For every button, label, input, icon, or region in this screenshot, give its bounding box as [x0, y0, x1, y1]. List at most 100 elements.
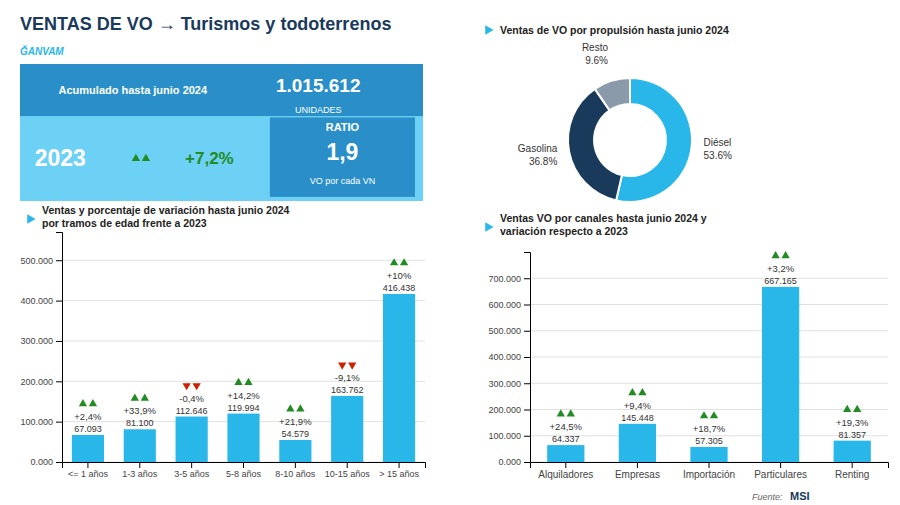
grid-line — [530, 409, 888, 410]
y-tick-label: 500.000 — [488, 326, 521, 336]
info-up-icon — [142, 154, 150, 161]
value-label: 81.100 — [126, 418, 154, 428]
y-tick-mark — [524, 383, 530, 384]
y-tick-label: 400.000 — [488, 352, 521, 362]
grid-line — [530, 383, 888, 384]
info-total: 1.015.612 — [276, 75, 361, 96]
slice — [595, 78, 630, 110]
change-icon — [348, 363, 356, 370]
value-label: 163.762 — [331, 385, 364, 395]
x-tick-mark — [852, 462, 853, 468]
slices — [568, 78, 692, 202]
x-tick-mark — [709, 462, 710, 468]
change-label: +21,9% — [279, 416, 312, 427]
y-tick-mark — [56, 381, 62, 382]
x-tick-label: Alquiladores — [538, 469, 593, 480]
value-label: 145.448 — [621, 413, 654, 423]
x-tick: <= 1 años — [68, 462, 109, 479]
slice-name: Diésel — [704, 137, 732, 148]
x-tick-label: Importación — [683, 469, 735, 480]
x-tick-label: 10-15 años — [325, 469, 371, 479]
source-name: MSI — [790, 490, 810, 502]
y-tick-mark — [524, 462, 530, 463]
bar — [124, 429, 156, 462]
slice-name: Resto — [582, 42, 609, 53]
change-label: +24,5% — [550, 421, 583, 432]
y-tick-label: 700.000 — [488, 274, 521, 284]
y-tick: 500.000 — [488, 326, 530, 336]
section-bullet — [27, 214, 35, 224]
change-label: +2,4% — [74, 411, 102, 422]
change-icon — [853, 405, 861, 412]
y-tick-mark — [524, 278, 530, 279]
bar — [619, 424, 656, 462]
x-tick-label: 3-5 años — [174, 469, 210, 479]
change-icon — [700, 411, 708, 418]
y-axis: 0.000100.000200.000300.000400.000500.000… — [488, 253, 530, 468]
x-tick-mark — [347, 462, 348, 468]
change-icon — [338, 363, 346, 370]
bar — [834, 441, 871, 462]
change-icon — [400, 258, 408, 265]
change-icon — [638, 388, 646, 395]
y-tick-label: 500.000 — [20, 256, 53, 266]
change-icon — [557, 409, 565, 416]
chart-title: Ventas y porcentaje de variación hasta j… — [42, 204, 290, 216]
x-tick-label: > 15 años — [379, 469, 419, 479]
data-labels: 64.337+24,5%145.448+9,4%57.305+18,7%667.… — [550, 251, 869, 446]
x-tick: Renting — [835, 462, 869, 480]
change-label: +9,4% — [624, 400, 652, 411]
y-tick: 400.000 — [20, 296, 62, 306]
y-tick-mark — [524, 410, 530, 411]
x-tick: 8-10 años — [275, 462, 316, 479]
ratio-value: 1,9 — [326, 139, 358, 165]
y-tick: 700.000 — [488, 274, 530, 284]
change-icon — [771, 251, 779, 258]
y-tick-mark — [56, 260, 62, 261]
x-tick: 1-3 años — [122, 462, 158, 479]
y-axis-line — [524, 253, 531, 463]
x-tick-mark — [295, 462, 296, 468]
slice-value: 53.6% — [704, 150, 732, 161]
brand: ĞANVAM — [20, 45, 64, 57]
change-label: -9,1% — [335, 372, 360, 383]
bars — [72, 294, 415, 462]
value-label: 81.357 — [838, 430, 866, 440]
bar-chart: Ventas VO por canales hasta junio 2024 y… — [485, 212, 888, 480]
change-icon — [710, 411, 718, 418]
change-icon — [843, 405, 851, 412]
grid-line — [530, 304, 888, 305]
change-icon — [286, 404, 294, 411]
change-icon — [79, 399, 87, 406]
bar — [176, 417, 208, 462]
y-tick: 100.000 — [488, 431, 530, 441]
y-tick: 200.000 — [20, 377, 62, 387]
y-tick: 200.000 — [488, 405, 530, 415]
y-tick-label: 100.000 — [488, 431, 521, 441]
change-icon — [244, 378, 252, 385]
change-icon — [89, 399, 97, 406]
chart-title: Ventas VO por canales hasta junio 2024 y — [500, 212, 707, 224]
grid-line — [530, 357, 888, 358]
x-axis-line — [63, 463, 426, 469]
y-tick: 600.000 — [488, 300, 530, 310]
info-up-icon — [132, 154, 140, 161]
y-tick-mark — [56, 341, 62, 342]
y-tick: 500.000 — [20, 256, 62, 266]
x-tick: 10-15 años — [325, 462, 371, 479]
info-change: +7,2% — [185, 149, 234, 168]
y-tick-mark — [524, 305, 530, 306]
value-label: 54.579 — [282, 429, 310, 439]
grid-line — [62, 381, 425, 382]
value-label: 667.165 — [764, 276, 797, 286]
x-tick: Empresas — [615, 462, 660, 480]
y-tick-label: 300.000 — [20, 336, 53, 346]
bar — [383, 294, 415, 462]
change-icon — [567, 409, 575, 416]
page: VENTAS DE VO → Turismos y todoterrenosĞA… — [0, 0, 900, 505]
value-label: 119.994 — [228, 403, 260, 413]
bar — [690, 447, 727, 462]
y-tick-label: 0.000 — [30, 457, 53, 467]
y-tick-label: 100.000 — [20, 417, 53, 427]
x-tick-label: 1-3 años — [122, 469, 158, 479]
